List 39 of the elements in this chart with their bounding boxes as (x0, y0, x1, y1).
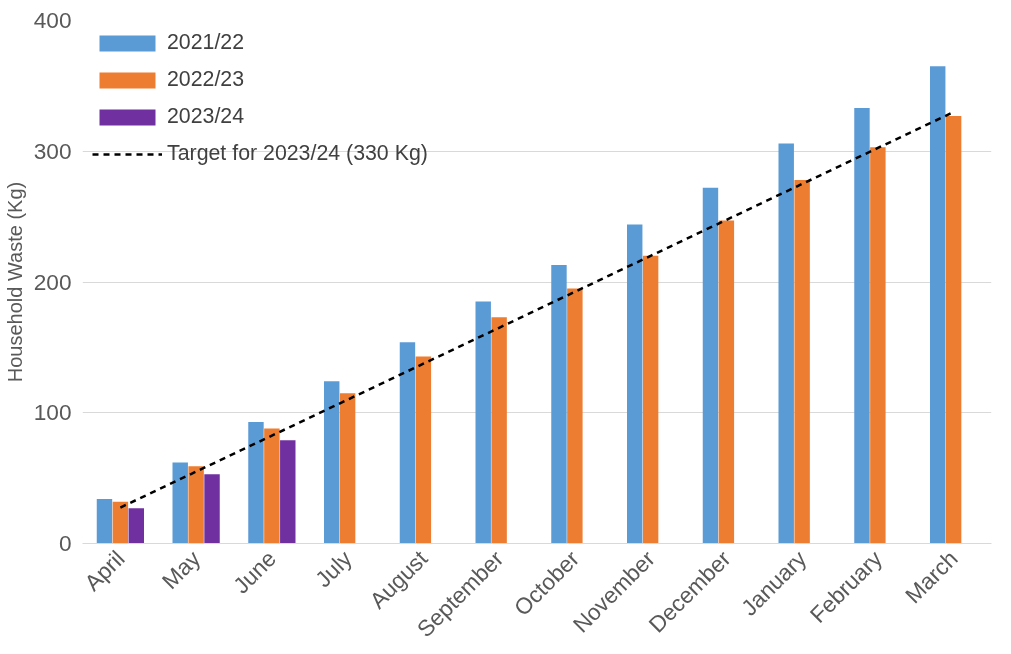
bar (399, 342, 416, 544)
bar (324, 381, 340, 544)
bar (339, 393, 356, 544)
bar (794, 180, 810, 544)
bar (642, 255, 659, 544)
bar (128, 508, 144, 544)
x-tick-label: July (309, 544, 358, 593)
legend-label: Target for 2023/24 (330 Kg) (167, 141, 428, 166)
bar (415, 356, 432, 544)
y-tick-label: 0 (58, 530, 72, 556)
bar (930, 66, 946, 544)
bar (96, 499, 113, 544)
bar (188, 466, 204, 544)
bar (870, 147, 886, 544)
bar (280, 440, 296, 544)
bar (854, 108, 870, 544)
bar (204, 474, 220, 544)
bar (567, 288, 583, 544)
legend-label: 2023/24 (167, 104, 245, 129)
bar (627, 224, 643, 544)
bar (112, 501, 129, 544)
bar (778, 143, 794, 544)
y-tick-label: 300 (33, 137, 72, 164)
x-tick-label: May (156, 544, 206, 594)
y-tick-label: 200 (33, 268, 72, 295)
bar (172, 462, 188, 544)
y-tick-label: 100 (33, 399, 72, 426)
bar (248, 421, 264, 544)
bar (551, 265, 567, 544)
y-axis-title: Household Waste (Kg) (3, 181, 26, 383)
y-tick-label: 400 (33, 7, 72, 33)
bar (945, 115, 962, 544)
legend-label: 2022/23 (167, 67, 245, 92)
bar (264, 428, 280, 544)
bar (702, 187, 719, 544)
bar (718, 220, 735, 544)
legend-label: 2021/22 (167, 30, 245, 55)
bar (491, 317, 507, 544)
bar (475, 301, 491, 544)
